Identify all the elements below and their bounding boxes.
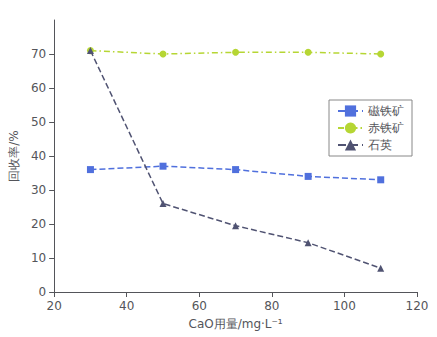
svg-text:20: 20 (31, 217, 46, 231)
svg-text:0: 0 (39, 285, 47, 299)
svg-text:20: 20 (47, 299, 62, 313)
svg-text:10: 10 (31, 251, 46, 265)
svg-text:CaO用量/mg·L⁻¹: CaO用量/mg·L⁻¹ (188, 317, 282, 331)
svg-text:80: 80 (264, 299, 279, 313)
svg-text:60: 60 (31, 81, 46, 95)
svg-text:30: 30 (31, 183, 46, 197)
svg-text:40: 40 (31, 149, 46, 163)
svg-text:50: 50 (31, 115, 46, 129)
svg-text:120: 120 (406, 299, 429, 313)
svg-text:60: 60 (192, 299, 207, 313)
svg-text:石英: 石英 (368, 138, 392, 152)
svg-text:磁铁矿: 磁铁矿 (367, 104, 404, 118)
svg-text:40: 40 (119, 299, 134, 313)
svg-text:100: 100 (333, 299, 356, 313)
svg-text:回收率/%: 回收率/% (7, 130, 21, 181)
svg-text:70: 70 (31, 47, 46, 61)
svg-text:赤铁矿: 赤铁矿 (368, 121, 404, 135)
